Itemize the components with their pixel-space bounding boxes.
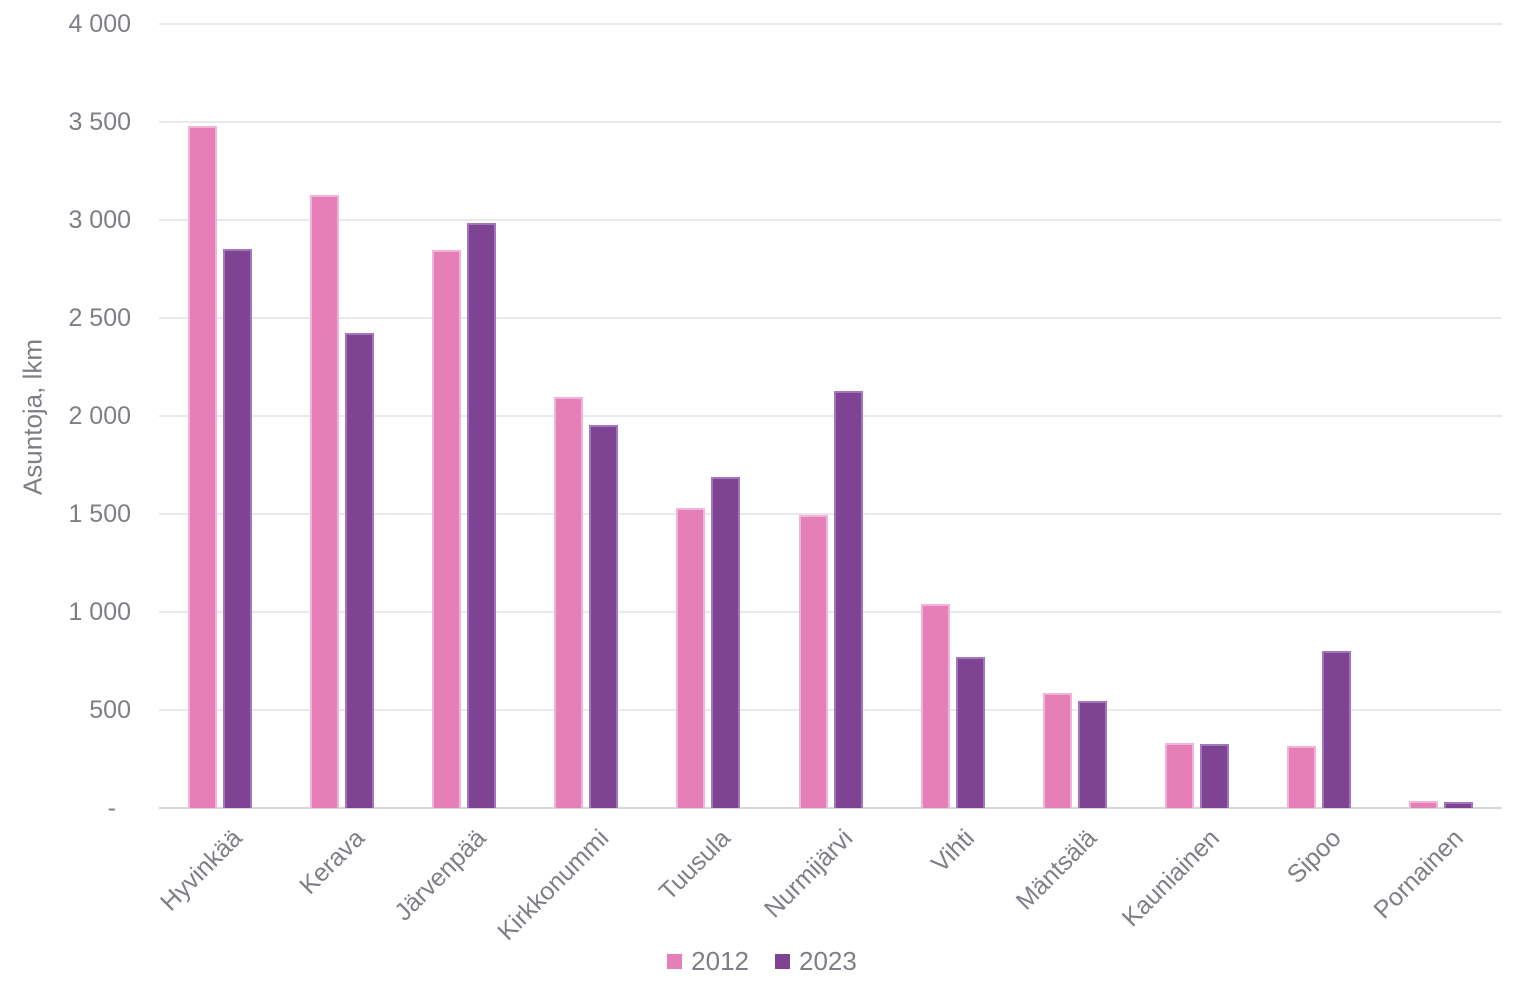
x-label-nurmijärvi: Nurmijärvi <box>758 824 859 924</box>
x-label-kerava: Kerava <box>294 824 370 900</box>
bar-group-vihti <box>892 24 1014 808</box>
gridline <box>159 709 1502 711</box>
x-label-pornainen: Pornainen <box>1368 824 1469 925</box>
bar-2012-kirkkonummi <box>554 397 584 808</box>
bar-2012-kauniainen <box>1164 743 1194 808</box>
x-label-kauniainen: Kauniainen <box>1116 824 1225 933</box>
gridline <box>159 415 1502 417</box>
x-label-hyvinkää: Hyvinkää <box>155 824 248 917</box>
bar-2023-nurmijärvi <box>833 391 863 808</box>
bar-group-kerava <box>281 24 403 808</box>
legend-swatch-2012 <box>667 954 683 969</box>
bar-2023-mäntsälä <box>1077 701 1107 808</box>
legend-label-2023: 2023 <box>799 946 857 976</box>
y-tick-label: 3 000 <box>68 206 131 234</box>
y-tick-label: 500 <box>89 696 131 724</box>
bar-2012-vihti <box>920 604 950 808</box>
gridline <box>159 219 1502 221</box>
bar-2023-vihti <box>955 657 985 808</box>
legend-label-2012: 2012 <box>691 946 749 976</box>
x-label-mäntsälä: Mäntsälä <box>1010 824 1103 916</box>
legend-item-2012: 2012 <box>667 946 749 977</box>
y-tick-label: 4 000 <box>68 10 131 38</box>
bar-group-sipoo <box>1258 24 1380 808</box>
bar-group-järvenpää <box>403 24 525 808</box>
legend-item-2023: 2023 <box>775 946 857 977</box>
gridline <box>159 513 1502 515</box>
bar-group-mäntsälä <box>1014 24 1136 808</box>
gridline <box>159 121 1502 123</box>
bar-group-pornainen <box>1380 24 1502 808</box>
bar-group-nurmijärvi <box>769 24 891 808</box>
x-axis-line <box>159 807 1502 809</box>
bar-2012-sipoo <box>1286 746 1316 808</box>
bar-2012-hyvinkää <box>188 126 218 808</box>
x-label-sipoo: Sipoo <box>1281 824 1347 890</box>
bar-2023-hyvinkää <box>223 249 253 808</box>
bar-group-kirkkonummi <box>525 24 647 808</box>
gridline <box>159 317 1502 319</box>
y-tick-label: 2 500 <box>68 304 131 332</box>
bar-2023-sipoo <box>1321 651 1351 808</box>
x-label-järvenpää: Järvenpää <box>389 824 493 927</box>
bar-group-tuusula <box>647 24 769 808</box>
bar-2023-kirkkonummi <box>589 425 619 808</box>
gridline <box>159 23 1502 25</box>
bar-2023-tuusula <box>711 477 741 808</box>
gridline <box>159 611 1502 613</box>
bar-2012-mäntsälä <box>1042 693 1072 808</box>
legend: 2012 2023 <box>0 946 1524 977</box>
bar-2012-tuusula <box>676 508 706 808</box>
bar-2023-järvenpää <box>467 223 497 808</box>
legend-swatch-2023 <box>775 954 790 969</box>
y-tick-label: 2 000 <box>68 402 131 430</box>
bar-2012-nurmijärvi <box>798 515 828 808</box>
y-tick-label: 1 500 <box>68 500 131 528</box>
plot-area <box>159 23 1502 809</box>
x-label-tuusula: Tuusula <box>654 824 737 907</box>
x-label-kirkkonummi: Kirkkonummi <box>492 824 615 946</box>
bar-2012-pornainen <box>1408 801 1438 808</box>
bar-groups <box>159 24 1502 808</box>
x-label-vihti: Vihti <box>926 824 981 878</box>
y-tick-label: 3 500 <box>68 108 131 136</box>
y-tick-label: - <box>107 794 116 822</box>
bar-group-kauniainen <box>1136 24 1258 808</box>
bar-2023-kerava <box>345 333 375 808</box>
y-axis-tick-labels: 4 000 3 500 3 000 2 500 2 000 1 500 1 000 500 - <box>0 11 148 821</box>
bar-2012-kerava <box>310 195 340 808</box>
y-tick-label: 1 000 <box>68 598 131 626</box>
bar-2023-kauniainen <box>1199 744 1229 808</box>
bar-group-hyvinkää <box>159 24 281 808</box>
bar-2023-pornainen <box>1443 802 1473 808</box>
bar-2012-järvenpää <box>432 250 462 808</box>
